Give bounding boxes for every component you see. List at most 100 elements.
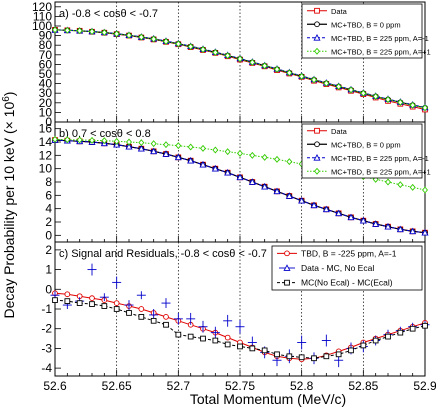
data-point	[224, 334, 231, 341]
legend-label: MC+TBD, B = 0 ppm	[331, 20, 401, 29]
y-tick-label: 2	[45, 243, 52, 257]
legend-label: MC(No Ecal) - MC(Ecal)	[301, 278, 393, 288]
y-tick-label: 10	[39, 105, 53, 119]
data-point	[101, 137, 108, 145]
legend-marker	[283, 264, 291, 271]
data-point	[347, 213, 355, 221]
data-point	[64, 136, 71, 144]
y-tick-label: 80	[39, 38, 53, 52]
data-point	[274, 351, 280, 358]
data-point	[385, 178, 391, 186]
y-axis-label: Decay Probability per 10 keV (× 106)	[1, 92, 17, 319]
data-point	[409, 101, 416, 109]
data-point	[237, 149, 243, 157]
y-tick-label: 0	[45, 228, 52, 242]
data-point	[298, 196, 306, 204]
data-point	[372, 337, 379, 344]
data-point	[113, 137, 120, 145]
data-point	[163, 321, 169, 328]
data-point	[335, 209, 343, 217]
data-point	[76, 27, 83, 35]
y-tick-label: 70	[39, 48, 53, 62]
y-tick-label: 6	[45, 188, 52, 202]
x-tick-label: 52.85	[348, 379, 378, 393]
data-point	[212, 49, 219, 56]
panel-label: a) -0.8 < cosθ < -0.7	[59, 8, 158, 20]
data-point	[422, 186, 428, 194]
y-tick-label: 8	[45, 175, 52, 189]
x-tick-label: 52.9	[413, 379, 436, 393]
legend-marker	[284, 250, 290, 257]
legend-label: Data	[331, 127, 348, 136]
legend-marker	[314, 167, 320, 175]
data-point	[52, 297, 58, 303]
data-point	[175, 142, 182, 150]
data-point	[409, 183, 416, 191]
data-point	[310, 201, 318, 209]
data-point	[322, 205, 330, 213]
data-point	[138, 306, 145, 312]
data-point	[396, 225, 404, 233]
data-point	[422, 104, 428, 112]
legend-marker	[314, 47, 320, 55]
y-tick-label: -2	[41, 322, 52, 336]
data-point	[323, 353, 330, 360]
y-tick-label: -4	[41, 361, 52, 375]
data-point	[175, 40, 182, 48]
y-tick-label: 0	[45, 115, 52, 129]
legend-marker	[314, 7, 320, 14]
data-point	[286, 353, 293, 360]
data-point	[199, 160, 207, 168]
panel-label: c) Signal and Residuals, -0.8 < cosθ < -…	[59, 248, 267, 260]
data-point	[359, 216, 367, 224]
legend-label: TBD, B = -225 ppm, A=-1	[301, 248, 397, 258]
data-point	[126, 31, 132, 39]
data-point	[409, 325, 416, 332]
data-point	[249, 345, 256, 352]
data-point	[101, 303, 108, 309]
series-4	[52, 26, 428, 112]
data-point	[52, 135, 58, 143]
legend-box	[301, 123, 423, 179]
legend-label: MC+TBD, B = 225 ppm, A=-1	[331, 34, 429, 43]
data-point	[237, 343, 243, 350]
y-tick-label: 1	[45, 263, 52, 277]
y-tick-label: -3	[41, 341, 52, 355]
data-point	[89, 28, 95, 36]
y-tick-label: 12	[39, 148, 53, 162]
legend-label: Data	[331, 7, 348, 16]
series-3	[52, 297, 428, 362]
y-tick-label: 10	[39, 162, 53, 176]
data-point	[89, 301, 95, 307]
data-point	[175, 331, 182, 338]
data-point	[224, 148, 231, 156]
y-tick-label: 110	[33, 9, 52, 23]
data-point	[76, 136, 83, 144]
data-point	[138, 139, 145, 147]
data-point	[64, 291, 71, 298]
legend-marker	[313, 154, 321, 161]
data-point	[150, 317, 157, 324]
data-point	[224, 168, 232, 176]
legend-label: MC+TBD, B = 225 ppm, A=-1	[331, 154, 429, 163]
legend-label: MC+TBD, B = 225 ppm, A=+1	[331, 167, 431, 176]
y-tick-label: 14	[39, 135, 53, 149]
data-point	[76, 300, 83, 306]
y-tick-label: 20	[39, 96, 53, 110]
data-point	[163, 314, 169, 320]
data-point	[397, 98, 404, 106]
data-point	[163, 37, 169, 45]
data-point	[52, 26, 58, 34]
x-tick-label: 52.7	[167, 379, 191, 393]
data-point	[137, 144, 145, 152]
data-point	[138, 314, 145, 320]
data-point	[200, 144, 206, 152]
legend: TBD, B = -225 ppm, A=-1 Data - MC, No Eca…	[271, 245, 423, 291]
data-point	[113, 300, 120, 306]
data-point	[360, 342, 367, 349]
data-point	[348, 86, 354, 94]
data-point	[261, 153, 268, 161]
